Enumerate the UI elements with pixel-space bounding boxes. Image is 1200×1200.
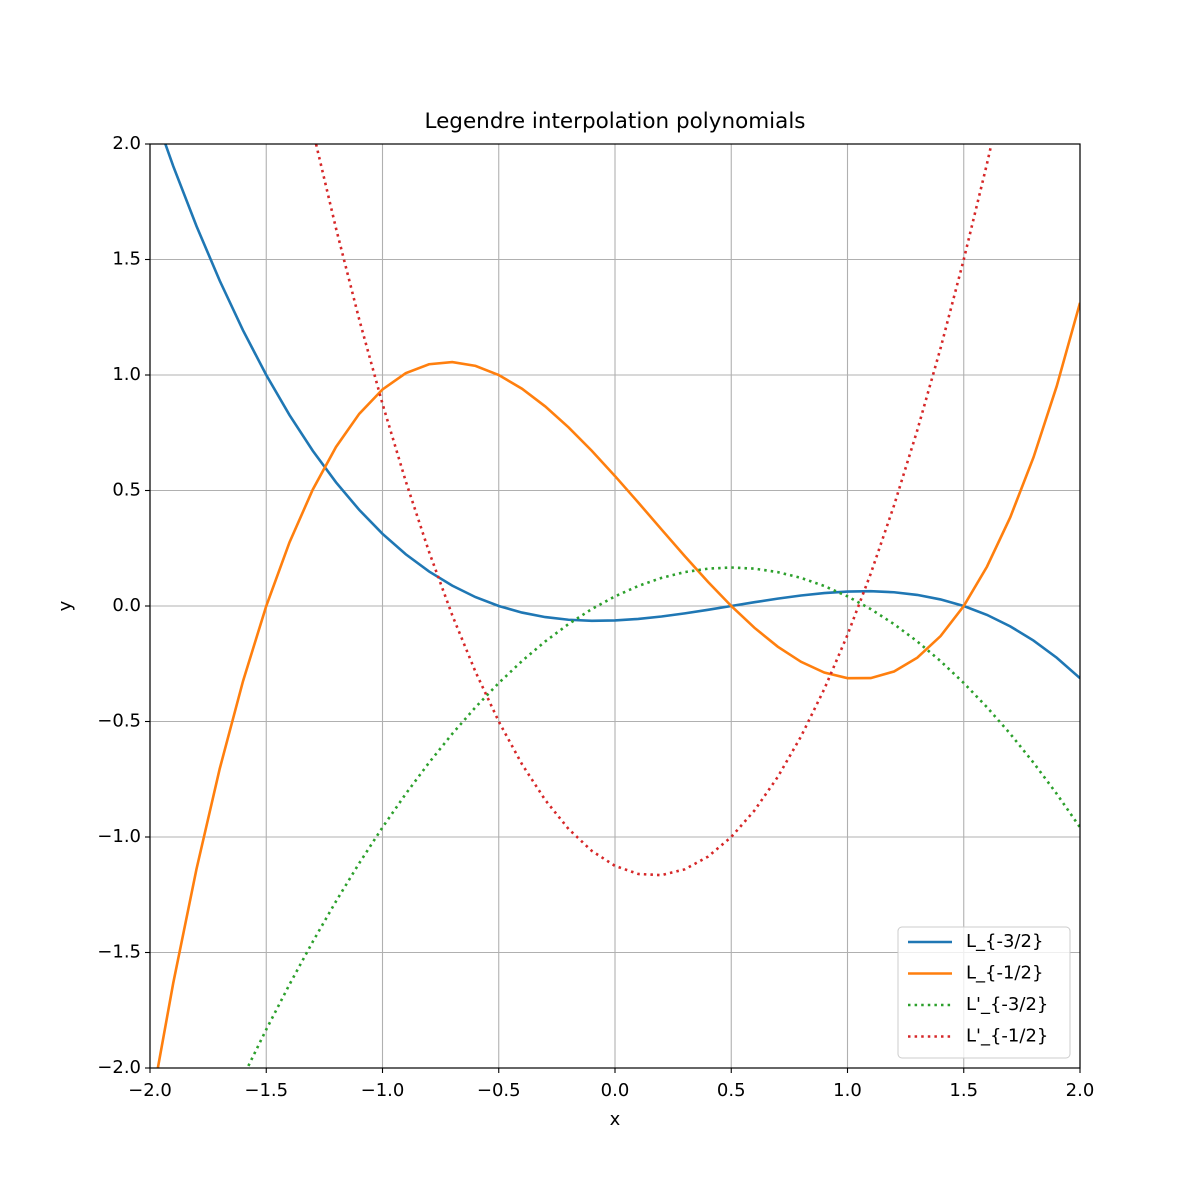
x-tick-label: 0.5 [717,1080,746,1101]
y-tick-label: 1.0 [112,364,141,385]
legend-label: L_{-3/2} [966,931,1043,952]
y-tick-label: 1.5 [112,249,141,270]
y-axis-label: y [55,600,76,611]
legend: L_{-3/2} L_{-1/2} L'_{-3/2} L'_{-1/2} [897,926,1071,1059]
x-axis-label: x [610,1109,621,1130]
x-tick-label: 2.0 [1066,1080,1095,1101]
y-tick-label: 0.5 [112,480,141,501]
x-tick-label: −1.5 [244,1080,288,1101]
x-tick-label: −2.0 [128,1080,172,1101]
y-tick-label: −1.5 [97,942,141,963]
x-tick-label: 1.0 [833,1080,862,1101]
x-tick-label: 1.5 [949,1080,978,1101]
legend-label: L'_{-1/2} [966,1026,1048,1047]
y-tick-label: −1.0 [97,826,141,847]
legend-box [897,926,1071,1059]
x-tick-label: −1.0 [361,1080,405,1101]
ticks: −2.0 −1.5 −1.0 −0.5 0.0 0.5 1.0 1.5 2.0 −2.0 −1.5 −… [97,133,1094,1101]
y-tick-label: −2.0 [97,1057,141,1078]
series-line [156,302,1080,1068]
y-tick-label: 0.0 [112,595,141,616]
chart-title: Legendre interpolation polynomials [424,109,805,134]
legend-label: L'_{-3/2} [966,994,1048,1015]
legend-label: L_{-1/2} [966,963,1043,984]
x-tick-label: 0.0 [601,1080,630,1101]
y-tick-label: 2.0 [112,133,141,154]
y-tick-label: −0.5 [97,711,141,732]
x-tick-label: −0.5 [477,1080,521,1101]
plot-area [156,144,1080,1068]
series-line [163,144,1080,680]
